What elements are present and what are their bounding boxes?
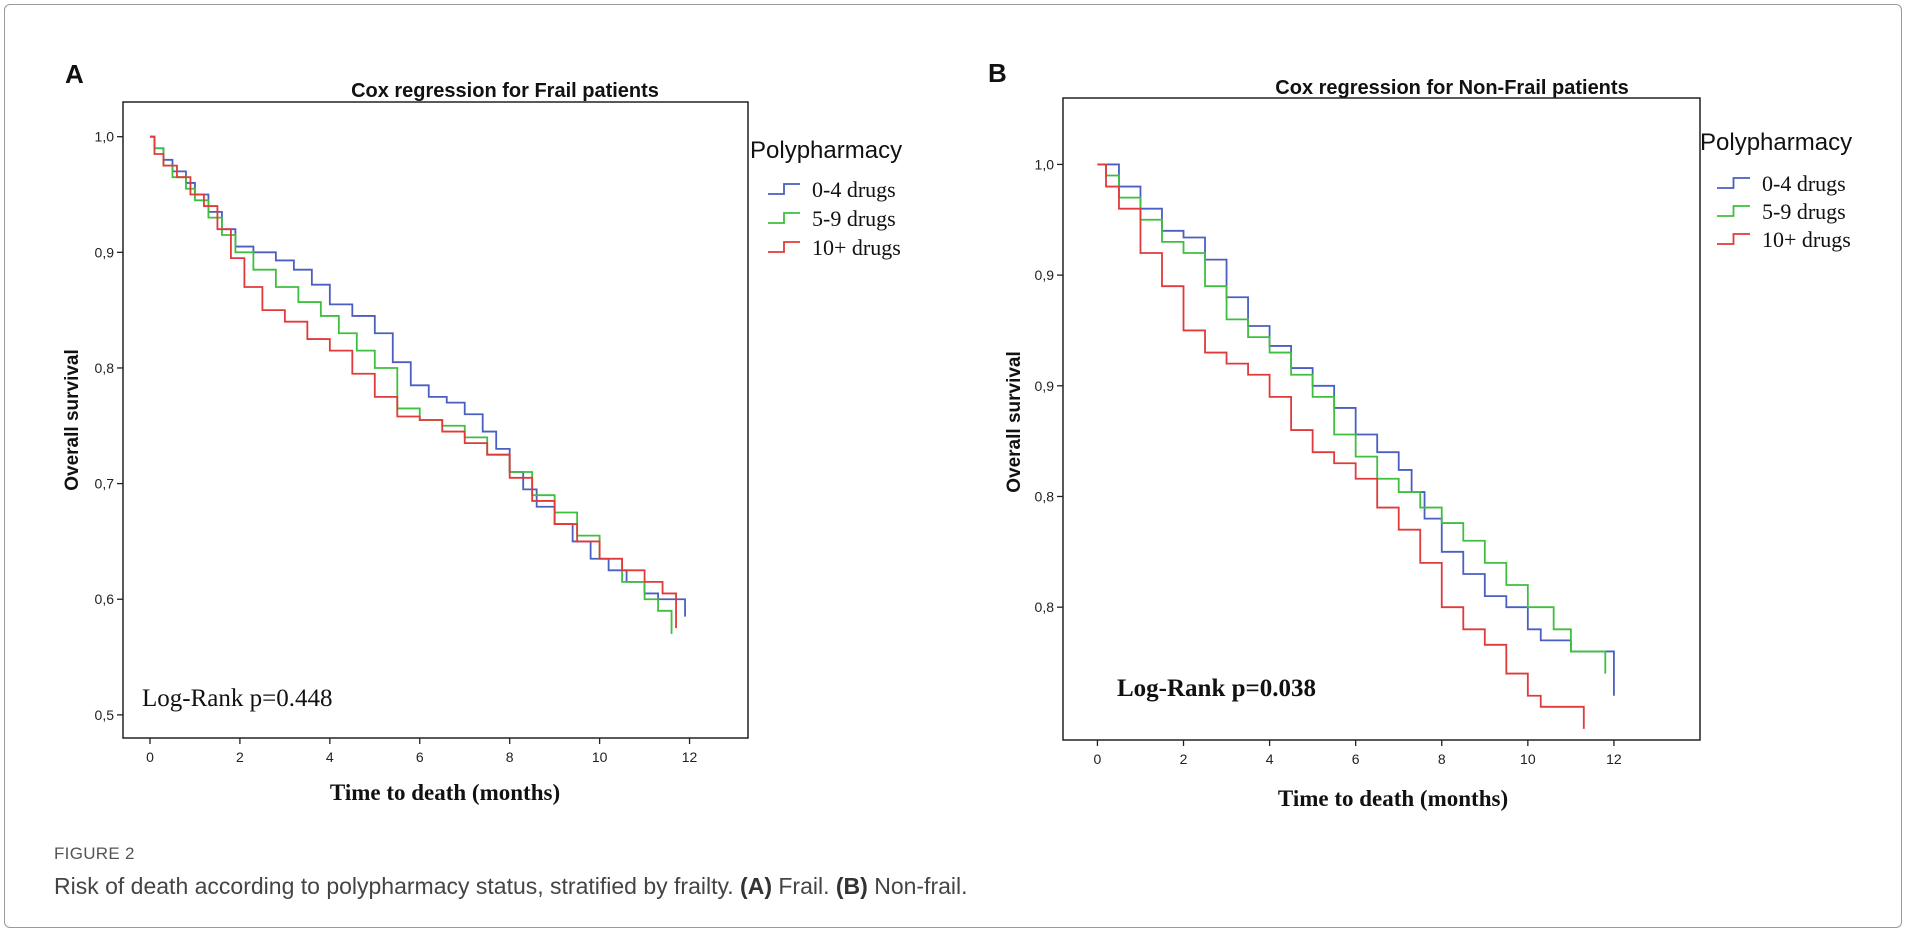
x-tick-label: 6 bbox=[1352, 751, 1360, 767]
x-tick-label: 2 bbox=[236, 749, 244, 765]
y-tick-label: 0,8 bbox=[1035, 599, 1055, 615]
x-tick-label: 12 bbox=[682, 749, 698, 765]
legend-entry: 10+ drugs bbox=[1762, 227, 1851, 252]
x-tick-label: 6 bbox=[416, 749, 424, 765]
series-line-0-4-drugs bbox=[1097, 163, 1615, 696]
x-tick-label: 10 bbox=[592, 749, 608, 765]
x-tick-label: 12 bbox=[1606, 751, 1622, 767]
x-tick-label: 4 bbox=[326, 749, 334, 765]
legend-swatch bbox=[1717, 205, 1750, 217]
legend-swatch bbox=[768, 183, 800, 195]
y-tick-label: 0,7 bbox=[95, 476, 115, 492]
legend-title: Polypharmacy bbox=[1700, 129, 1852, 156]
figure-caption-label: FIGURE 2 bbox=[54, 844, 135, 863]
plot-area-frame bbox=[122, 101, 749, 739]
x-axis-label: Time to death (months) bbox=[1278, 786, 1508, 811]
y-tick-label: 0,9 bbox=[1035, 378, 1055, 394]
y-tick-label: 0,5 bbox=[95, 707, 115, 723]
chart-title: Cox regression for Frail patients bbox=[351, 80, 659, 102]
legend-entry: 10+ drugs bbox=[812, 235, 901, 260]
x-tick-label: 8 bbox=[1438, 751, 1446, 767]
series-line-0-4-drugs bbox=[149, 135, 686, 617]
legend-entry: 0-4 drugs bbox=[812, 177, 896, 202]
plot-area-frame bbox=[1062, 97, 1701, 741]
legend-swatch bbox=[768, 212, 800, 224]
y-tick-label: 1,0 bbox=[1035, 156, 1055, 172]
legend-entry: 5-9 drugs bbox=[812, 206, 896, 231]
series-line-5-9-drugs bbox=[149, 135, 673, 634]
y-tick-label: 0,9 bbox=[1035, 267, 1055, 283]
figure-frame bbox=[4, 4, 1902, 928]
legend-swatch bbox=[768, 241, 800, 253]
chart-title: Cox regression for Non-Frail patients bbox=[1275, 77, 1628, 99]
y-tick-label: 1,0 bbox=[95, 129, 115, 145]
chart-panel-a: A Cox regression for Frail patients 0,5 0,6… bbox=[62, 59, 902, 805]
x-tick-label: 0 bbox=[1094, 751, 1102, 767]
chart-panel-b: B Cox regression for Non-Frail patients 0,… bbox=[988, 58, 1852, 811]
legend-entry: 0-4 drugs bbox=[1762, 171, 1846, 196]
panel-letter: B bbox=[988, 58, 1007, 88]
x-tick-label: 10 bbox=[1520, 751, 1536, 767]
y-tick-label: 0,9 bbox=[95, 244, 115, 260]
y-tick-label: 0,8 bbox=[95, 360, 115, 376]
y-axis-label: Overall survival bbox=[1004, 351, 1025, 493]
y-tick-label: 0,8 bbox=[1035, 488, 1055, 504]
x-axis-label: Time to death (months) bbox=[330, 780, 560, 805]
caption-panel-b-text: Non-frail. bbox=[867, 873, 968, 899]
legend-swatch bbox=[1717, 177, 1750, 189]
caption-panel-b-marker: (B) bbox=[835, 873, 868, 899]
legend-swatch bbox=[1717, 233, 1750, 245]
x-tick-label: 4 bbox=[1266, 751, 1274, 767]
log-rank-annotation: Log-Rank p=0.038 bbox=[1117, 675, 1316, 702]
legend-title: Polypharmacy bbox=[750, 137, 902, 164]
log-rank-annotation: Log-Rank p=0.448 bbox=[142, 685, 332, 712]
figure-caption: Risk of death according to polypharmacy … bbox=[54, 873, 968, 900]
caption-text-main: Risk of death according to polypharmacy … bbox=[54, 873, 741, 899]
legend-entry: 5-9 drugs bbox=[1762, 199, 1846, 224]
y-axis-label: Overall survival bbox=[62, 349, 83, 491]
series-line-5-9-drugs bbox=[1097, 163, 1607, 674]
caption-panel-a-marker: (A) bbox=[740, 873, 772, 899]
panel-letter: A bbox=[65, 59, 84, 89]
x-tick-label: 2 bbox=[1180, 751, 1188, 767]
series-line-10plus-drugs bbox=[149, 135, 677, 629]
y-tick-label: 0,6 bbox=[95, 591, 115, 607]
x-tick-label: 8 bbox=[506, 749, 514, 765]
figure-charts: A Cox regression for Frail patients 0,5 0,6… bbox=[62, 58, 1852, 811]
x-tick-label: 0 bbox=[146, 749, 154, 765]
caption-panel-a-text: Frail. bbox=[771, 873, 836, 899]
series-line-10plus-drugs bbox=[1097, 163, 1585, 729]
